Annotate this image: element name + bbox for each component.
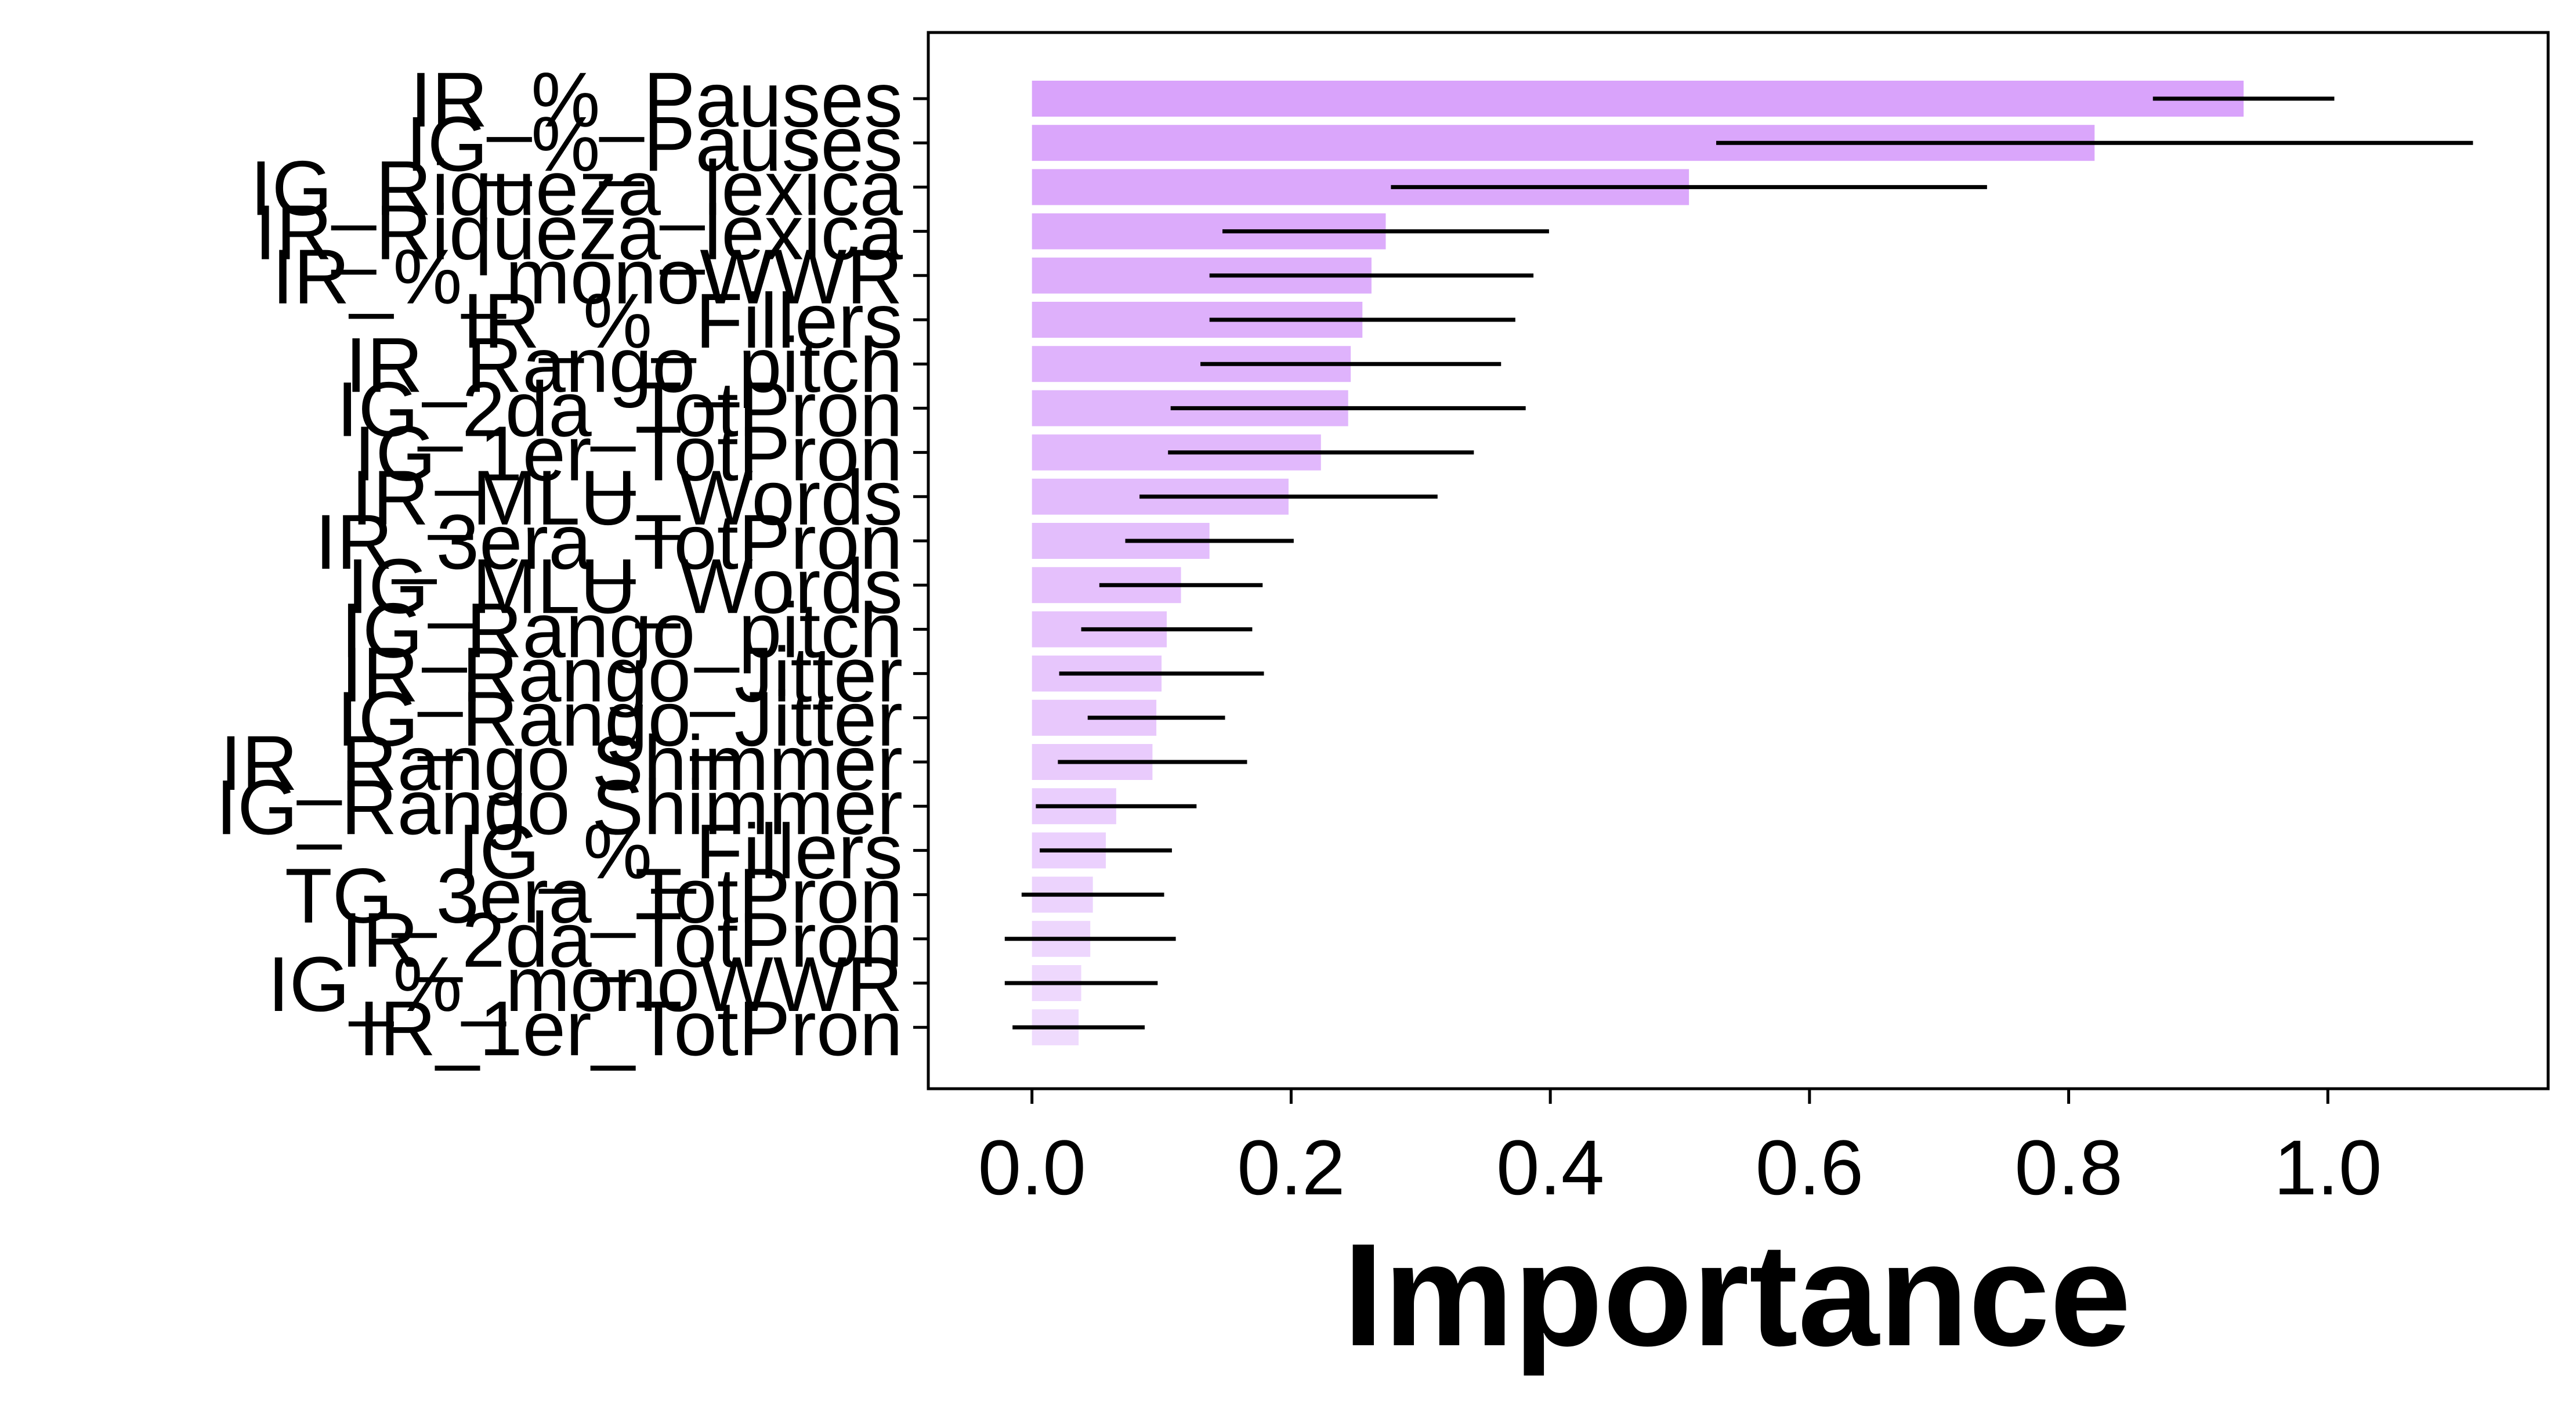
category-label: IG_Rango_Jitter bbox=[337, 676, 903, 763]
category-label: IR_%_monoWWR bbox=[272, 234, 903, 320]
bars-group bbox=[1032, 81, 2244, 1046]
category-label: IR_%_Fillers bbox=[462, 278, 903, 364]
category-label: IG_Rango_pitch bbox=[341, 587, 903, 674]
x-tick-label: 1.0 bbox=[2274, 1125, 2382, 1211]
category-label: IR_1er_TotPron bbox=[358, 985, 903, 1072]
x-tick-label: 0.0 bbox=[978, 1125, 1086, 1211]
category-label: IG_%_Pauses bbox=[406, 101, 903, 187]
category-label: IR_3era_TotPron bbox=[315, 499, 903, 586]
category-label: TG_3era_TotPron bbox=[285, 853, 903, 940]
x-tick-label: 0.2 bbox=[1237, 1125, 1345, 1211]
category-label: IG_Riqueza_lexica bbox=[250, 145, 903, 232]
x-tick-label: 0.8 bbox=[2014, 1125, 2122, 1211]
category-labels-group: IR_%_PausesIG_%_PausesIG_Riqueza_lexicaI… bbox=[216, 57, 903, 1072]
category-label: IG_%_Fillers bbox=[458, 808, 903, 895]
bar bbox=[1032, 81, 2244, 117]
category-label: IG_MLU_Words bbox=[347, 543, 903, 630]
x-ticks-group: 0.0 0.2 0.4 0.6 0.8 1.0 bbox=[978, 1089, 2382, 1211]
category-label: IR_Rango_Jitter bbox=[341, 632, 903, 718]
category-label: IR_Riqueza_lexica bbox=[255, 190, 903, 276]
y-ticks-group bbox=[913, 97, 928, 1029]
category-label: IG_1er_TotPron bbox=[354, 411, 903, 497]
category-label: IR_%_Pauses bbox=[410, 57, 903, 143]
category-label: IR_Rango_pitch bbox=[345, 322, 903, 409]
category-label: IG_%_monoWWR bbox=[267, 941, 903, 1028]
category-label: IR_Rango Shimmer bbox=[220, 720, 903, 807]
x-tick-label: 0.4 bbox=[1496, 1125, 1604, 1211]
category-label: IR_MLU_Words bbox=[351, 455, 903, 541]
plot-frame bbox=[927, 31, 2550, 1090]
category-label: IR_2da_TotPron bbox=[341, 897, 903, 984]
x-tick-label: 0.6 bbox=[1756, 1125, 1864, 1211]
x-axis-title: Importance bbox=[1343, 1213, 2131, 1377]
category-label: IG_2da_TotPron bbox=[337, 366, 903, 453]
category-label: IG_Rango Shimmer bbox=[216, 764, 903, 851]
error-bars-group bbox=[1004, 96, 2473, 1030]
